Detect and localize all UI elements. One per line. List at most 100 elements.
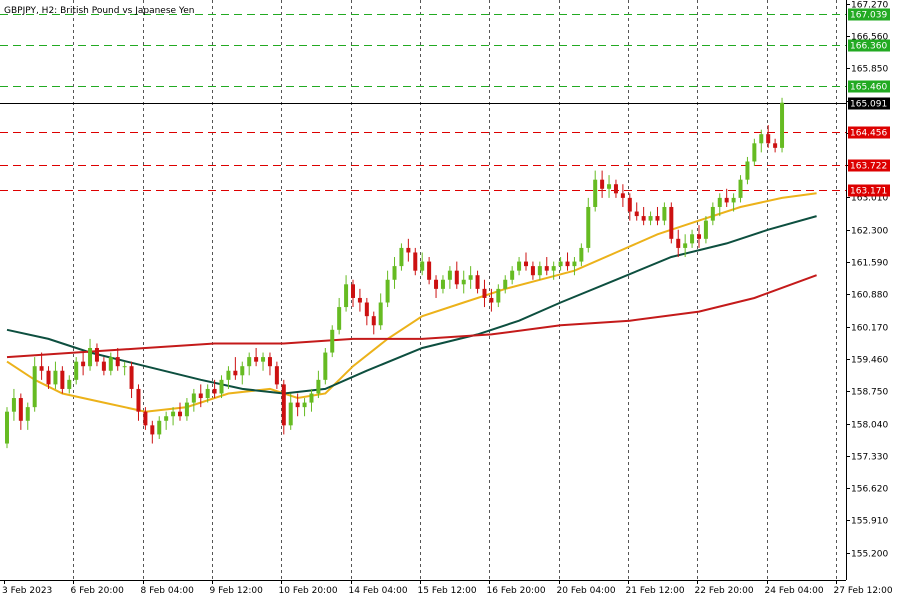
candle-body bbox=[337, 307, 342, 330]
candle-body bbox=[25, 407, 30, 421]
time-tick-label: 24 Feb 04:00 bbox=[765, 586, 824, 596]
candle-body bbox=[399, 247, 404, 267]
candle-body bbox=[101, 361, 106, 371]
candle-body bbox=[468, 275, 473, 280]
candle-body bbox=[344, 284, 349, 308]
candle-body bbox=[475, 275, 480, 289]
price-level-tag-label: 165.091 bbox=[850, 100, 887, 110]
candle-body bbox=[184, 402, 189, 417]
candle-body bbox=[572, 261, 577, 267]
candle-body bbox=[302, 402, 307, 408]
candle-body bbox=[330, 329, 335, 353]
candle-body bbox=[676, 238, 681, 248]
candle-body bbox=[586, 206, 591, 248]
candle-body bbox=[600, 179, 605, 189]
candle-body bbox=[385, 279, 390, 303]
candle-body bbox=[440, 279, 445, 289]
price-tick-label: 165.850 bbox=[851, 65, 888, 75]
price-level-tag bbox=[848, 39, 890, 52]
candle-body bbox=[690, 234, 695, 244]
time-tick-label: 20 Feb 04:00 bbox=[557, 586, 616, 596]
candle-body bbox=[136, 388, 141, 412]
candle-body bbox=[108, 357, 113, 371]
price-level-tag-label: 166.360 bbox=[850, 42, 887, 52]
price-tick-label: 155.910 bbox=[851, 517, 888, 527]
time-tick-label: 8 Feb 04:00 bbox=[141, 586, 195, 596]
chart-title: GBPJPY, H2: British Pound vs Japanese Ye… bbox=[4, 6, 194, 16]
price-level-tag bbox=[848, 97, 890, 110]
candle-body bbox=[510, 270, 515, 280]
candle-body bbox=[81, 361, 86, 367]
candle-body bbox=[288, 402, 293, 426]
candle-body bbox=[11, 398, 16, 412]
candle-body bbox=[191, 393, 196, 403]
candle-body bbox=[669, 206, 674, 239]
candle-body bbox=[703, 220, 708, 239]
candle-body bbox=[558, 261, 563, 267]
candle-body bbox=[74, 361, 79, 380]
candle-body bbox=[454, 270, 459, 285]
time-tick-label: 16 Feb 20:00 bbox=[487, 586, 546, 596]
candle-body bbox=[371, 316, 376, 326]
candle-body bbox=[351, 284, 355, 298]
price-tick-label: 158.750 bbox=[851, 388, 888, 398]
price-tick-label: 167.270 bbox=[851, 1, 888, 11]
price-tick-label: 166.560 bbox=[851, 33, 888, 43]
candle-body bbox=[427, 261, 432, 280]
candle-body bbox=[544, 266, 549, 271]
candle-body bbox=[717, 197, 722, 207]
moving-average-line bbox=[6, 274, 817, 359]
price-tick-label: 157.330 bbox=[851, 453, 888, 463]
candle-body bbox=[648, 216, 653, 221]
price-level-tag-label: 164.456 bbox=[850, 129, 887, 139]
candle-body bbox=[634, 211, 639, 217]
candle-body bbox=[281, 384, 286, 426]
price-level-tag-label: 165.460 bbox=[850, 83, 887, 93]
price-tick-label: 162.300 bbox=[851, 227, 888, 237]
candle-body bbox=[655, 216, 660, 221]
candle-body bbox=[413, 252, 418, 271]
candle-body bbox=[39, 366, 44, 371]
candle-body bbox=[724, 197, 729, 203]
candle-body bbox=[392, 266, 397, 280]
candle-body bbox=[697, 234, 701, 239]
candle-body bbox=[461, 279, 466, 285]
candle-body bbox=[593, 179, 598, 207]
price-tags: 167.039 166.360 165.460 165.091 164.456 163.7… bbox=[848, 8, 890, 197]
candle-body bbox=[613, 184, 618, 194]
candle-body bbox=[115, 357, 120, 367]
time-tick-label: 6 Feb 20:00 bbox=[71, 586, 125, 596]
candle-body bbox=[274, 366, 279, 385]
candle-body bbox=[579, 247, 584, 262]
time-tick-label: 22 Feb 20:00 bbox=[695, 586, 754, 596]
price-levels bbox=[0, 14, 846, 191]
candle-body bbox=[178, 411, 182, 417]
candle-body bbox=[164, 416, 169, 421]
candle-body bbox=[357, 297, 362, 303]
candle-body bbox=[309, 393, 314, 403]
time-tick-label: 9 Feb 12:00 bbox=[210, 586, 264, 596]
price-level-tag bbox=[848, 126, 890, 139]
candle-body bbox=[607, 184, 612, 189]
price-level-tag-label: 163.722 bbox=[850, 162, 887, 172]
price-tick-label: 156.620 bbox=[851, 485, 888, 495]
candle-body bbox=[53, 370, 58, 385]
candle-body bbox=[171, 411, 176, 417]
candle-body bbox=[364, 302, 369, 317]
candle-body bbox=[565, 261, 570, 267]
time-tick-label: 3 Feb 2023 bbox=[2, 586, 52, 596]
candle-body bbox=[316, 379, 321, 394]
price-level-tag-label: 167.039 bbox=[850, 11, 887, 21]
price-level-tag bbox=[848, 80, 890, 93]
price-tick-label: 155.200 bbox=[851, 550, 888, 560]
candle-body bbox=[503, 279, 508, 289]
price-tick-label: 159.460 bbox=[851, 356, 888, 366]
candle-body bbox=[420, 261, 425, 271]
candle-body bbox=[5, 411, 9, 444]
price-tick-label: 160.170 bbox=[851, 324, 888, 334]
time-axis: 3 Feb 2023 6 Feb 20:00 8 Feb 04:00 9 Feb 12… bbox=[2, 580, 893, 596]
candle-body bbox=[731, 197, 736, 203]
candle-body bbox=[537, 266, 542, 276]
